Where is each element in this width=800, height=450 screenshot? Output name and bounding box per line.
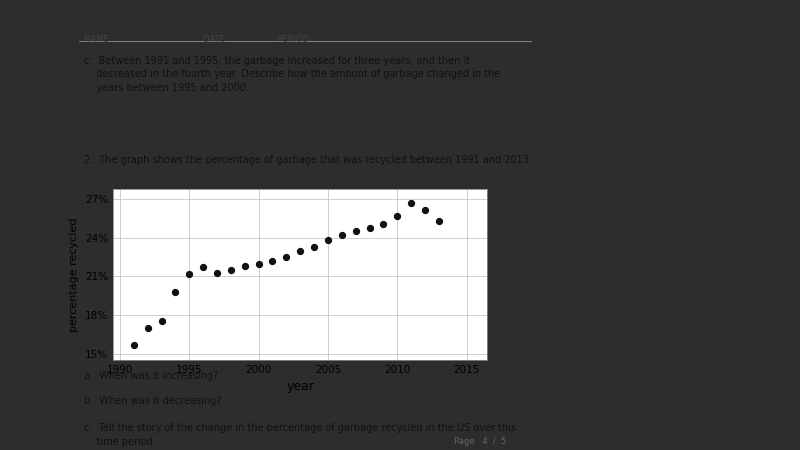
Y-axis label: percentage recycled: percentage recycled	[70, 217, 79, 332]
Point	[433, 217, 446, 225]
Point	[294, 247, 306, 254]
Point	[335, 232, 348, 239]
Point	[322, 237, 334, 244]
Text: NAME                                    DATE                    PERIOD: NAME DATE PERIOD	[84, 35, 310, 44]
Text: 2.  The graph shows the percentage of garbage that was recycled between 1991 and: 2. The graph shows the percentage of gar…	[84, 155, 532, 165]
Point	[418, 206, 431, 213]
Point	[169, 288, 182, 296]
Point	[391, 212, 404, 220]
Point	[238, 262, 251, 270]
Point	[280, 253, 293, 261]
Point	[225, 266, 238, 274]
Point	[197, 264, 210, 271]
Text: Page   4  /  5: Page 4 / 5	[454, 436, 506, 446]
Point	[210, 269, 223, 276]
Point	[127, 341, 140, 348]
Text: c.  Between 1991 and 1995, the garbage increased for three years, and then it
  : c. Between 1991 and 1995, the garbage in…	[84, 56, 501, 93]
Text: c.  Tell the story of the change in the percentage of garbage recycled in the US: c. Tell the story of the change in the p…	[84, 423, 516, 447]
X-axis label: year: year	[286, 380, 314, 393]
Text: b.  When was it decreasing?: b. When was it decreasing?	[84, 396, 222, 406]
Point	[377, 220, 390, 227]
Point	[142, 324, 154, 332]
Point	[350, 228, 362, 235]
Point	[266, 257, 279, 265]
Text: a.  When was it increasing?: a. When was it increasing?	[84, 371, 218, 381]
Point	[405, 199, 418, 207]
Point	[363, 224, 376, 231]
Point	[308, 243, 321, 251]
Point	[155, 318, 168, 325]
Point	[252, 260, 265, 267]
Point	[183, 270, 196, 278]
